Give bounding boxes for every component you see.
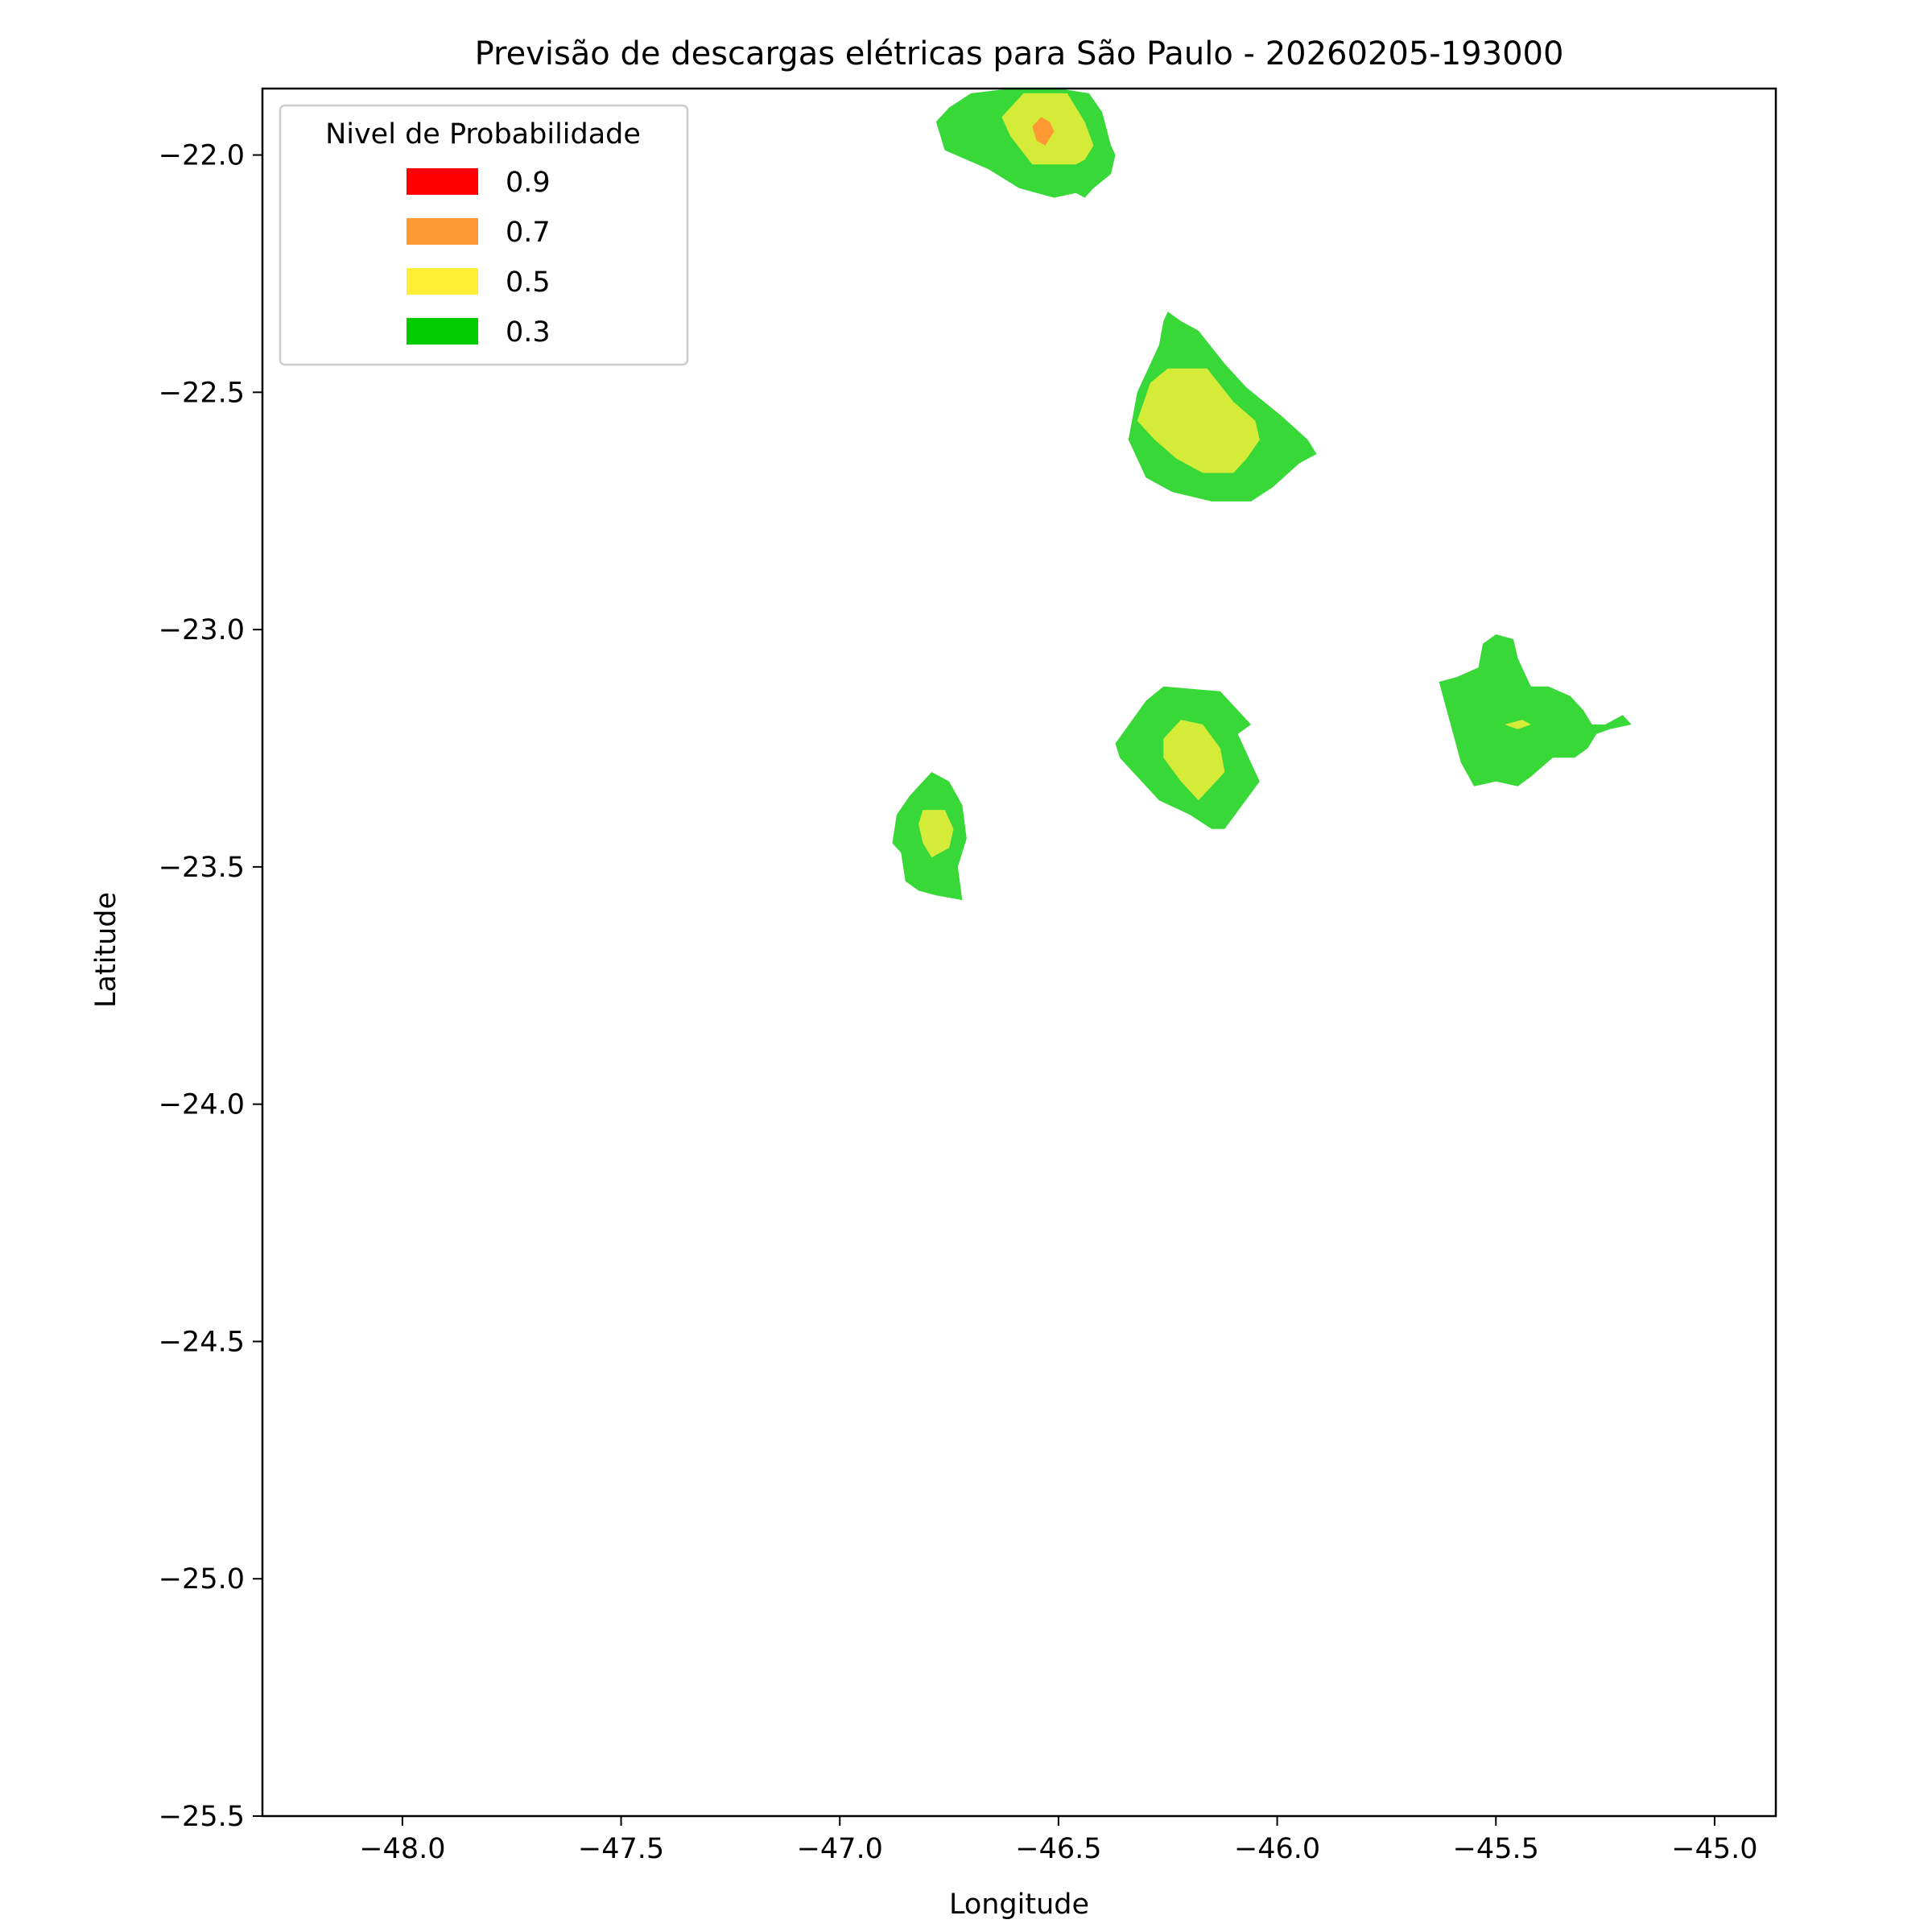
legend-entries: 0.9 0.7 0.5 0.3 [407,167,551,349]
x-tick-label: −45.5 [1453,1833,1539,1865]
x-axis-label: Longitude [949,1889,1089,1921]
y-tick-label: −25.0 [159,1563,245,1596]
legend-swatch [407,168,478,195]
contour-fills [892,89,1632,901]
chart-title: Previsão de descargas elétricas para São… [475,35,1564,72]
y-tick-label: −23.0 [159,614,245,646]
x-tick-label: −48.0 [359,1833,445,1865]
legend-swatch [407,318,478,345]
y-tick-label: −23.5 [159,852,245,884]
x-tick-label: −47.5 [578,1833,664,1865]
y-tick-label: −22.0 [159,140,245,172]
contour-05-region-4 [919,810,954,858]
contour-05-region-5 [1505,720,1531,729]
y-tick-label: −24.5 [159,1326,245,1358]
contour-05-region-3 [1163,720,1225,801]
y-axis: −22.0 −22.5 −23.0 −23.5 −24.0 −24.5 −25.0 −25.5 [159,140,262,1833]
legend-box [279,104,689,366]
contour-07-region-1 [1032,117,1055,146]
legend-swatch [407,218,478,245]
legend-label: 0.7 [506,217,551,249]
legend-label: 0.3 [506,316,551,349]
contour-03-region-5 [1439,634,1632,786]
legend-title: Nivel de Probabilidade [325,118,641,151]
legend-label: 0.9 [506,167,551,199]
x-tick-label: −45.0 [1671,1833,1757,1865]
x-tick-label: −47.0 [797,1833,883,1865]
y-axis-label: Latitude [90,892,122,1008]
x-axis: −48.0 −47.5 −47.0 −46.5 −46.0 −45.5 −45.0 [359,1816,1758,1865]
x-tick-label: −46.0 [1234,1833,1320,1865]
legend: Nivel de Probabilidade 0.9 0.7 0.5 0.3 [279,104,689,366]
legend-label: 0.5 [506,266,551,299]
legend-swatch [407,268,478,295]
y-tick-label: −25.5 [159,1801,245,1833]
y-tick-label: −22.5 [159,377,245,409]
plot-frame [261,87,1777,1818]
x-tick-label: −46.5 [1015,1833,1101,1865]
y-tick-label: −24.0 [159,1089,245,1121]
contour-05-region-2 [1137,368,1260,473]
